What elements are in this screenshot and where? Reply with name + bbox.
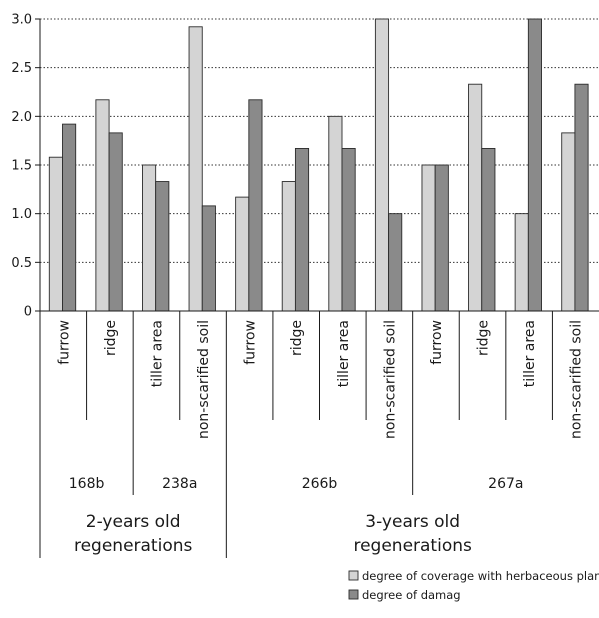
- bar-coverage: [561, 132, 576, 312]
- category-label: tiller area: [336, 320, 352, 387]
- category-label: ridge: [476, 320, 492, 356]
- y-tick-label: 0: [24, 305, 32, 320]
- bar-damage: [201, 205, 216, 312]
- bar-damage: [574, 83, 589, 312]
- bar-damage: [341, 148, 356, 312]
- age-group-label: regenerations: [353, 536, 472, 556]
- bar-damage: [155, 181, 170, 312]
- legend-label: degree of damag: [362, 588, 461, 602]
- bar-coverage: [468, 83, 483, 312]
- age-group-label: 3-years old: [365, 512, 460, 532]
- bar-damage: [388, 213, 403, 312]
- category-label: ridge: [289, 320, 305, 356]
- bar-damage: [108, 132, 123, 312]
- age-group-label: regenerations: [74, 536, 193, 556]
- site-label: 238a: [162, 476, 197, 492]
- category-label: furrow: [429, 320, 445, 365]
- bar-coverage: [421, 164, 436, 312]
- age-group-label: 2-years old: [86, 512, 181, 532]
- category-label: tiller area: [149, 320, 165, 387]
- category-label: furrow: [243, 320, 259, 365]
- category-label: ridge: [103, 320, 119, 356]
- legend-label: degree of coverage with herbaceous plant: [362, 569, 599, 583]
- bar-damage: [294, 148, 310, 312]
- category-label: tiller area: [522, 320, 538, 387]
- bar-coverage: [328, 115, 343, 312]
- y-tick-label: 2.5: [11, 61, 32, 76]
- bar-coverage: [188, 26, 203, 312]
- bar-coverage: [48, 156, 63, 312]
- bar-damage: [62, 123, 77, 312]
- category-label: non-scarified soil: [382, 320, 398, 439]
- bar-coverage: [235, 196, 250, 312]
- bar-coverage: [514, 213, 529, 312]
- bar-coverage: [95, 99, 110, 312]
- category-label: non-scarified soil: [196, 320, 212, 439]
- site-label: 267a: [488, 476, 523, 492]
- bar-damage: [481, 148, 496, 312]
- category-label: non-scarified soil: [569, 320, 585, 439]
- category-label: furrow: [56, 320, 72, 365]
- bar-damage: [434, 164, 449, 312]
- legend-swatch: [348, 589, 359, 600]
- bar-coverage: [281, 181, 296, 312]
- bar-damage: [527, 18, 542, 312]
- y-tick-label: 1.0: [11, 207, 32, 222]
- bar-coverage: [374, 18, 390, 312]
- bar-coverage: [142, 164, 157, 312]
- y-tick-label: 2.0: [11, 110, 32, 125]
- legend-swatch: [348, 570, 359, 581]
- y-tick-label: 0.5: [11, 256, 32, 271]
- site-label: 168b: [69, 476, 105, 492]
- bar-damage: [248, 99, 263, 312]
- y-tick-label: 1.5: [11, 159, 32, 174]
- site-label: 266b: [302, 476, 338, 492]
- y-tick-label: 3.0: [11, 13, 32, 28]
